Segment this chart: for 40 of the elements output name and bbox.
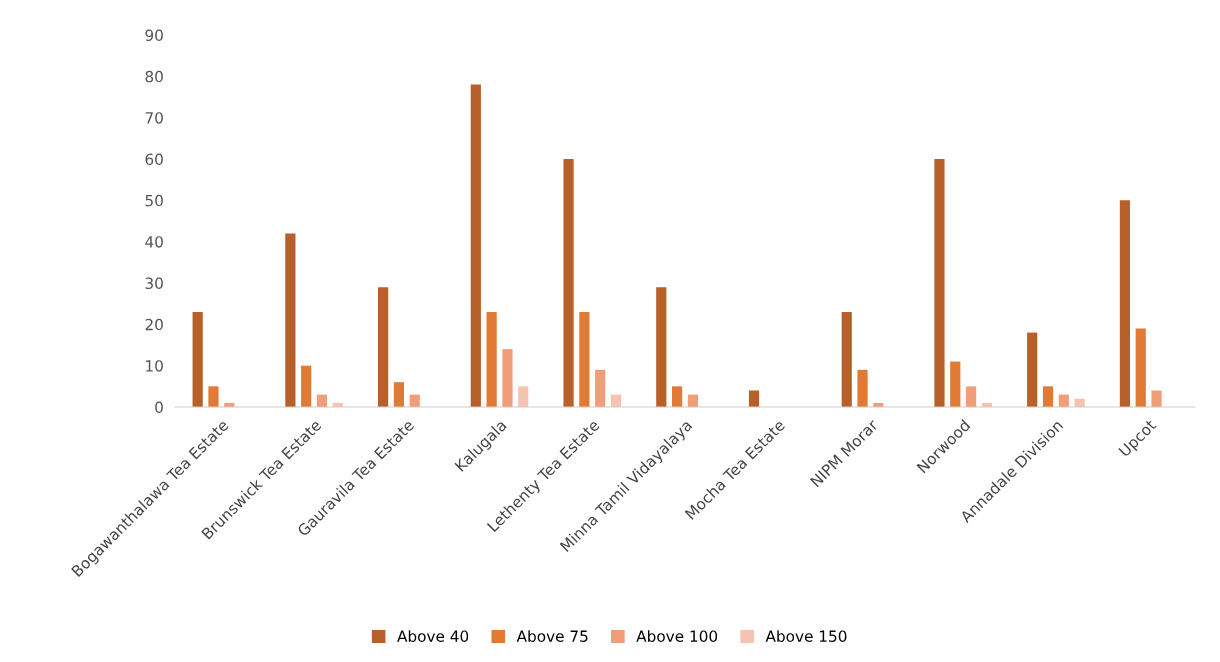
- y-tick-label: 20: [145, 318, 163, 331]
- bar: [841, 311, 852, 407]
- y-tick-label: 60: [145, 153, 163, 166]
- bar: [208, 386, 219, 407]
- legend-label: Above 150: [765, 630, 847, 642]
- y-tick-label: 80: [145, 70, 163, 83]
- y-tick-label: 30: [145, 277, 163, 290]
- bar: [748, 390, 760, 407]
- bar: [563, 159, 574, 407]
- bar: [579, 311, 590, 407]
- legend-label: Above 40: [397, 630, 469, 642]
- y-tick-label: 10: [146, 360, 163, 372]
- bar: [393, 382, 405, 407]
- bar: [595, 369, 606, 407]
- legend-label: Above 75: [516, 630, 588, 642]
- y-tick-label: 40: [145, 236, 163, 248]
- bar: [301, 365, 312, 407]
- bar: [656, 287, 667, 407]
- bar: [1027, 332, 1038, 407]
- bar: [518, 386, 529, 407]
- y-tick-label: 50: [145, 194, 163, 207]
- bar: [857, 369, 868, 407]
- bar: [192, 311, 203, 407]
- bar: [470, 84, 481, 407]
- y-tick-label: 0: [155, 401, 163, 414]
- bar: [502, 349, 513, 407]
- bar: [378, 287, 389, 407]
- bar: [1119, 200, 1131, 407]
- bar: [1151, 390, 1162, 407]
- bar: [1135, 328, 1146, 407]
- bar: [950, 361, 961, 407]
- bar: [934, 159, 945, 407]
- legend-label: Above 100: [636, 630, 718, 642]
- bar: [486, 311, 497, 407]
- bar: [285, 233, 296, 407]
- bar: [1042, 386, 1054, 407]
- y-tick-label: 90: [145, 29, 163, 42]
- bar: [671, 386, 683, 407]
- y-tick-label: 70: [145, 112, 163, 124]
- bar: [965, 386, 977, 407]
